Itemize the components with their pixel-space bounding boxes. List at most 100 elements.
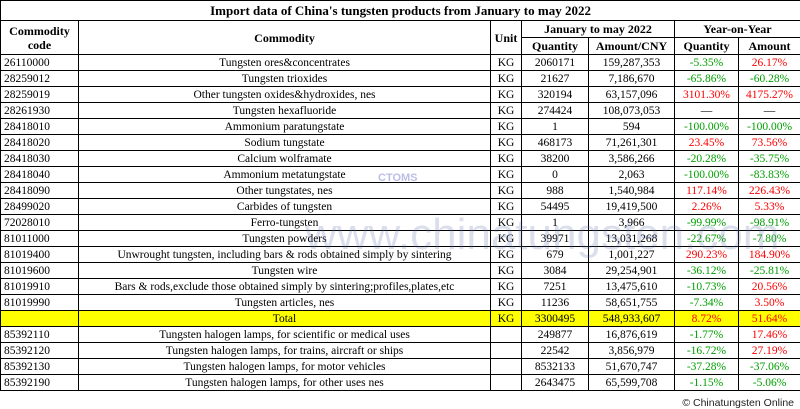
data-row: 81019910 Bars & rods,exclude those obtain… bbox=[0, 278, 800, 295]
cell-yoy-amount: 184.90% bbox=[737, 246, 800, 263]
cell-commodity: Ammonium metatungstate bbox=[78, 166, 491, 183]
cell-yoy-quantity: 8.72% bbox=[674, 310, 739, 327]
cell-unit: KG bbox=[490, 278, 522, 295]
cell-code: 81019990 bbox=[0, 294, 79, 311]
cell-yoy-amount: -25.81% bbox=[737, 262, 800, 279]
header-unit: Unit bbox=[490, 20, 522, 55]
cell-unit: KG bbox=[490, 182, 522, 199]
cell-unit: KG bbox=[490, 70, 522, 87]
cell-yoy-amount: 17.46% bbox=[737, 326, 800, 343]
data-row: 85392120 Tungsten halogen lamps, for trai… bbox=[0, 342, 800, 359]
cell-yoy-amount: 226.43% bbox=[737, 182, 800, 199]
cell-code bbox=[0, 310, 79, 327]
header-yoy: Year-on-Year bbox=[673, 20, 800, 38]
cell-commodity: Tungsten hexafluoride bbox=[78, 102, 491, 119]
cell-unit: KG bbox=[490, 262, 522, 279]
cell-commodity: Total bbox=[78, 310, 491, 327]
cell-code: 81011000 bbox=[0, 230, 79, 247]
cell-amount: 159,287,353 bbox=[588, 54, 675, 71]
cell-amount: 1,540,984 bbox=[588, 182, 675, 199]
cell-unit: KG bbox=[490, 198, 522, 215]
cell-yoy-quantity: -99.99% bbox=[674, 214, 739, 231]
cell-code: 28261930 bbox=[0, 102, 79, 119]
cell-yoy-quantity: -7.34% bbox=[674, 294, 739, 311]
data-row: 81019600 Tungsten wire KG 3084 29,254,901 -36… bbox=[0, 262, 800, 279]
cell-yoy-quantity: 290.23% bbox=[674, 246, 739, 263]
cell-amount: 3,856,979 bbox=[588, 342, 675, 359]
data-row: 85392130 Tungsten halogen lamps, for moto… bbox=[0, 358, 800, 375]
cell-yoy-quantity: -100.00% bbox=[674, 118, 739, 135]
header-yoy-amount: Amount bbox=[737, 37, 800, 55]
cell-quantity: 988 bbox=[521, 182, 589, 199]
cell-quantity: 11236 bbox=[521, 294, 589, 311]
cell-quantity: 21627 bbox=[521, 70, 589, 87]
cell-commodity: Tungsten trioxides bbox=[78, 70, 491, 87]
cell-yoy-quantity: -5.35% bbox=[674, 54, 739, 71]
data-row: 28259012 Tungsten trioxides KG 21627 7,186,6… bbox=[0, 70, 800, 87]
cell-unit bbox=[490, 374, 522, 391]
cell-amount: 1,001,227 bbox=[588, 246, 675, 263]
cell-code: 85392110 bbox=[0, 326, 79, 343]
cell-commodity: Tungsten ores&concentrates bbox=[78, 54, 491, 71]
cell-yoy-amount: 73.56% bbox=[737, 134, 800, 151]
cell-unit: KG bbox=[490, 150, 522, 167]
cell-code: 28499020 bbox=[0, 198, 79, 215]
cell-amount: 63,157,096 bbox=[588, 86, 675, 103]
cell-amount: 13,031,268 bbox=[588, 230, 675, 247]
table-title: Import data of China's tungsten products… bbox=[0, 0, 800, 21]
data-row: 28259019 Other tungsten oxides&hydroxides… bbox=[0, 86, 800, 103]
cell-commodity: Tungsten halogen lamps, for trains, airc… bbox=[78, 342, 491, 359]
cell-yoy-quantity: -20.28% bbox=[674, 150, 739, 167]
cell-code: 85392190 bbox=[0, 374, 79, 391]
cell-commodity: Calcium wolframate bbox=[78, 150, 491, 167]
cell-yoy-amount: 4175.27% bbox=[737, 86, 800, 103]
header-period: January to may 2022 bbox=[521, 20, 675, 38]
cell-code: 85392130 bbox=[0, 358, 79, 375]
cell-unit bbox=[490, 342, 522, 359]
cell-yoy-quantity: 23.45% bbox=[674, 134, 739, 151]
cell-unit: KG bbox=[490, 166, 522, 183]
header-yoy-quantity: Quantity bbox=[674, 37, 739, 55]
cell-quantity: 0 bbox=[521, 166, 589, 183]
cell-commodity: Tungsten articles, nes bbox=[78, 294, 491, 311]
data-row: 81011000 Tungsten powders KG 39971 13,031,26… bbox=[0, 230, 800, 247]
data-row: 26110000 Tungsten ores&concentrates KG 2060… bbox=[0, 54, 800, 71]
table-body: Import data of China's tungsten products… bbox=[0, 0, 800, 391]
cell-unit: KG bbox=[490, 102, 522, 119]
cell-unit bbox=[490, 326, 522, 343]
data-row: 28261930 Tungsten hexafluoride KG 274424 108… bbox=[0, 102, 800, 119]
cell-amount: 7,186,670 bbox=[588, 70, 675, 87]
cell-quantity: 2643475 bbox=[521, 374, 589, 391]
cell-unit: KG bbox=[490, 214, 522, 231]
cell-code: 28418090 bbox=[0, 182, 79, 199]
cell-yoy-quantity: -22.67% bbox=[674, 230, 739, 247]
cell-commodity: Other tungsten oxides&hydroxides, nes bbox=[78, 86, 491, 103]
cell-code: 28418040 bbox=[0, 166, 79, 183]
cell-amount: 51,670,747 bbox=[588, 358, 675, 375]
cell-yoy-quantity: — bbox=[674, 102, 739, 119]
title-row: Import data of China's tungsten products… bbox=[0, 0, 800, 21]
cell-quantity: 320194 bbox=[521, 86, 589, 103]
cell-yoy-quantity: 117.14% bbox=[674, 182, 739, 199]
cell-unit bbox=[490, 358, 522, 375]
data-row: 28418020 Sodium tungstate KG 468173 71,261,3… bbox=[0, 134, 800, 151]
header-row: Commodity code Commodity Unit January to… bbox=[0, 20, 800, 55]
cell-quantity: 468173 bbox=[521, 134, 589, 151]
cell-code: 28259012 bbox=[0, 70, 79, 87]
cell-quantity: 1 bbox=[521, 118, 589, 135]
cell-unit: KG bbox=[490, 134, 522, 151]
cell-unit: KG bbox=[490, 246, 522, 263]
cell-amount: 2,063 bbox=[588, 166, 675, 183]
cell-quantity: 1 bbox=[521, 214, 589, 231]
data-row: 81019990 Tungsten articles, nes KG 11236 58,… bbox=[0, 294, 800, 311]
cell-quantity: 54495 bbox=[521, 198, 589, 215]
cell-code: 28418020 bbox=[0, 134, 79, 151]
cell-yoy-amount: -7.80% bbox=[737, 230, 800, 247]
cell-yoy-quantity: -16.72% bbox=[674, 342, 739, 359]
footer: © Chinatungsten Online bbox=[682, 397, 794, 409]
cell-commodity: Tungsten halogen lamps, for motor vehicl… bbox=[78, 358, 491, 375]
cell-unit: KG bbox=[490, 310, 522, 327]
header-quantity: Quantity bbox=[521, 37, 589, 55]
cell-quantity: 22542 bbox=[521, 342, 589, 359]
cell-yoy-amount: -5.06% bbox=[737, 374, 800, 391]
